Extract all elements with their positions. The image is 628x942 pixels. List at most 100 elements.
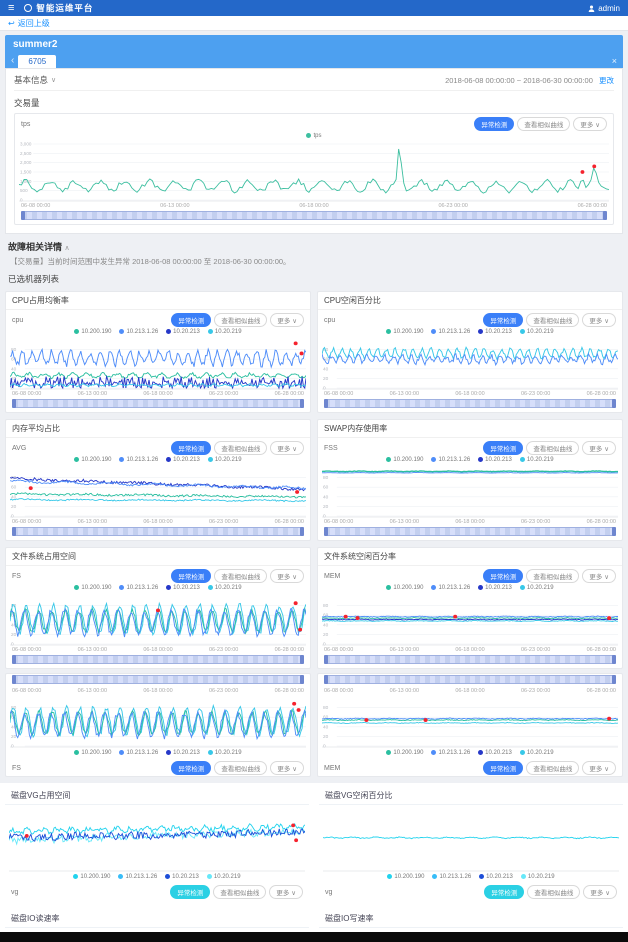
legend-item[interactable]: 10.20.213 <box>165 874 199 880</box>
back-link[interactable]: ↩ 返回上级 <box>8 18 50 29</box>
datazoom-right-handle[interactable] <box>300 655 304 665</box>
close-icon[interactable]: × <box>611 56 617 66</box>
legend-item[interactable]: 10.213.1.26 <box>431 457 470 463</box>
datazoom-left-handle[interactable] <box>324 527 328 537</box>
similar-curve-button[interactable]: 查看相似曲线 <box>214 569 268 584</box>
legend-item[interactable]: 10.20.213 <box>478 585 512 591</box>
similar-curve-button[interactable]: 查看相似曲线 <box>214 761 268 776</box>
legend-item[interactable]: 10.20.213 <box>166 750 200 756</box>
legend-item[interactable]: 10.20.219 <box>207 457 242 463</box>
legend-item[interactable]: 10.20.219 <box>520 874 555 880</box>
legend-item[interactable]: 10.20.213 <box>478 329 512 335</box>
datazoom-slider[interactable] <box>12 655 304 665</box>
legend-item[interactable]: 10.20.219 <box>519 457 554 463</box>
legend-item[interactable]: 10.20.219 <box>519 585 554 591</box>
similar-curve-button[interactable]: 查看相似曲线 <box>526 569 580 584</box>
more-button[interactable]: 更多 ∨ <box>270 569 304 584</box>
legend-item[interactable]: 10.200.190 <box>386 585 423 591</box>
datazoom-slider[interactable] <box>324 655 616 665</box>
user-menu[interactable]: admin <box>588 4 620 13</box>
legend-item[interactable]: 10.213.1.26 <box>119 585 158 591</box>
datazoom-slider[interactable] <box>21 211 607 221</box>
legend-item[interactable]: 10.20.219 <box>207 585 242 591</box>
similar-curve-button[interactable]: 查看相似曲线 <box>527 885 581 900</box>
anomaly-detect-button[interactable]: 异常检测 <box>474 117 515 131</box>
datazoom-slider[interactable] <box>324 399 616 409</box>
datazoom-right-handle[interactable] <box>300 527 304 537</box>
tab-6705[interactable]: 6705 <box>18 55 57 68</box>
datazoom-right-handle[interactable] <box>612 399 616 409</box>
legend-item[interactable]: 10.20.219 <box>207 750 242 756</box>
similar-curve-button[interactable]: 查看相似曲线 <box>517 117 571 131</box>
legend-item[interactable]: 10.200.190 <box>74 585 111 591</box>
legend-item[interactable]: tps <box>306 133 322 139</box>
more-button[interactable]: 更多 ∨ <box>582 441 616 456</box>
legend-item[interactable]: 10.20.219 <box>207 329 242 335</box>
more-button[interactable]: 更多 ∨ <box>582 761 616 776</box>
change-range-link[interactable]: 更改 <box>599 75 614 85</box>
anomaly-detect-button[interactable]: 异常检测 <box>484 885 525 900</box>
more-button[interactable]: 更多 ∨ <box>270 441 304 456</box>
similar-curve-button[interactable]: 查看相似曲线 <box>214 313 268 328</box>
legend-item[interactable]: 10.200.190 <box>74 457 111 463</box>
datazoom-right-handle[interactable] <box>300 675 304 685</box>
legend-item[interactable]: 10.213.1.26 <box>431 329 470 335</box>
similar-curve-button[interactable]: 查看相似曲线 <box>213 885 267 900</box>
legend-item[interactable]: 10.20.213 <box>478 750 512 756</box>
legend-item[interactable]: 10.200.190 <box>74 329 111 335</box>
legend-item[interactable]: 10.200.190 <box>386 329 423 335</box>
more-button[interactable]: 更多 ∨ <box>583 885 617 900</box>
anomaly-detect-button[interactable]: 异常检测 <box>483 313 524 328</box>
more-button[interactable]: 更多 ∨ <box>269 885 303 900</box>
details-title[interactable]: 故障相关详情 <box>8 242 63 253</box>
legend-item[interactable]: 10.20.213 <box>166 457 200 463</box>
datazoom-right-handle[interactable] <box>300 399 304 409</box>
datazoom-right-handle[interactable] <box>612 527 616 537</box>
datazoom-left-handle[interactable] <box>12 399 16 409</box>
legend-item[interactable]: 10.20.219 <box>519 750 554 756</box>
anomaly-detect-button[interactable]: 异常检测 <box>483 441 524 456</box>
more-button[interactable]: 更多 ∨ <box>573 117 607 131</box>
legend-item[interactable]: 10.213.1.26 <box>119 457 158 463</box>
legend-item[interactable]: 10.20.213 <box>166 585 200 591</box>
legend-item[interactable]: 10.20.219 <box>519 329 554 335</box>
more-button[interactable]: 更多 ∨ <box>270 761 304 776</box>
datazoom-right-handle[interactable] <box>612 655 616 665</box>
legend-item[interactable]: 10.213.1.26 <box>431 750 470 756</box>
similar-curve-button[interactable]: 查看相似曲线 <box>526 313 580 328</box>
datazoom-left-handle[interactable] <box>12 527 16 537</box>
datazoom-left-handle[interactable] <box>324 675 328 685</box>
similar-curve-button[interactable]: 查看相似曲线 <box>526 761 580 776</box>
chevron-left-icon[interactable]: ‹ <box>11 55 15 66</box>
anomaly-detect-button[interactable]: 异常检测 <box>171 313 212 328</box>
anomaly-detect-button[interactable]: 异常检测 <box>170 885 211 900</box>
legend-item[interactable]: 10.200.190 <box>386 457 423 463</box>
legend-item[interactable]: 10.200.190 <box>387 874 424 880</box>
legend-item[interactable]: 10.20.213 <box>478 457 512 463</box>
more-button[interactable]: 更多 ∨ <box>582 313 616 328</box>
menu-icon[interactable]: ≡ <box>8 2 15 14</box>
legend-item[interactable]: 10.200.190 <box>74 750 111 756</box>
anomaly-detect-button[interactable]: 异常检测 <box>171 761 212 776</box>
datazoom-slider[interactable] <box>324 675 616 685</box>
similar-curve-button[interactable]: 查看相似曲线 <box>526 441 580 456</box>
datazoom-left-handle[interactable] <box>21 211 25 221</box>
legend-item[interactable]: 10.213.1.26 <box>119 750 158 756</box>
datazoom-slider[interactable] <box>12 527 304 537</box>
legend-item[interactable]: 10.20.219 <box>206 874 241 880</box>
basic-info-label[interactable]: 基本信息 <box>14 75 49 85</box>
anomaly-detect-button[interactable]: 异常检测 <box>171 569 212 584</box>
datazoom-slider[interactable] <box>12 399 304 409</box>
legend-item[interactable]: 10.213.1.26 <box>431 585 470 591</box>
legend-item[interactable]: 10.20.213 <box>166 329 200 335</box>
datazoom-slider[interactable] <box>324 527 616 537</box>
datazoom-left-handle[interactable] <box>12 675 16 685</box>
legend-item[interactable]: 10.20.213 <box>479 874 513 880</box>
anomaly-detect-button[interactable]: 异常检测 <box>483 569 524 584</box>
similar-curve-button[interactable]: 查看相似曲线 <box>214 441 268 456</box>
legend-item[interactable]: 10.213.1.26 <box>432 874 471 880</box>
datazoom-left-handle[interactable] <box>324 655 328 665</box>
datazoom-right-handle[interactable] <box>603 211 607 221</box>
more-button[interactable]: 更多 ∨ <box>582 569 616 584</box>
legend-item[interactable]: 10.213.1.26 <box>118 874 157 880</box>
